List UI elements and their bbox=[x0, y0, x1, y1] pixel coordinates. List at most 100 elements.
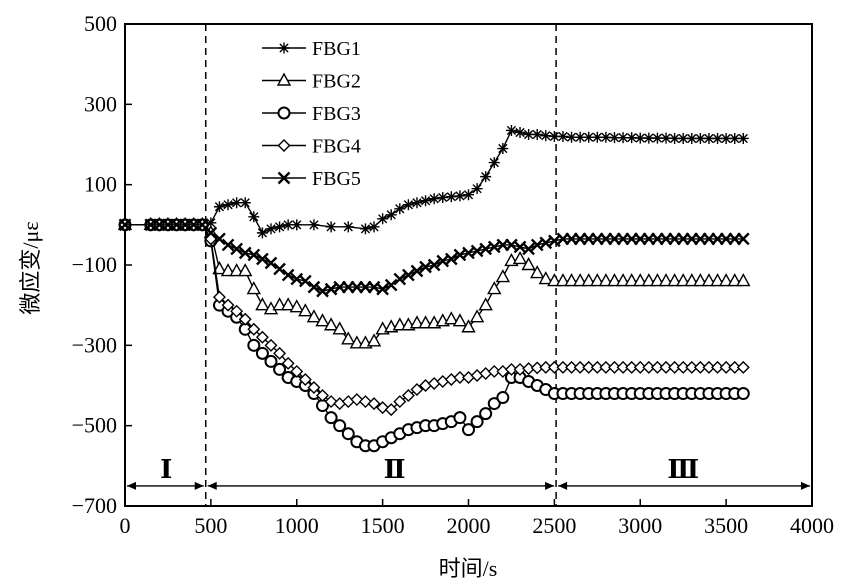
x-tick-label: 3000 bbox=[618, 513, 662, 538]
marker-x bbox=[402, 268, 415, 282]
marker-circle bbox=[479, 407, 493, 421]
marker-x bbox=[230, 242, 243, 256]
marker-x bbox=[307, 280, 321, 294]
marker-asterisk bbox=[411, 197, 423, 209]
marker-asterisk bbox=[265, 223, 277, 235]
series-fbg3 bbox=[118, 218, 750, 453]
marker-asterisk bbox=[669, 132, 681, 144]
phase-label: Ⅰ bbox=[160, 455, 172, 484]
legend-item: FBG2 bbox=[262, 71, 361, 93]
x-tick-label: 3500 bbox=[704, 513, 748, 538]
marker-diamond bbox=[341, 395, 355, 409]
axes: 0 500 1000 1500 2000 2500 3000 3500 4000 500 300 10… bbox=[72, 11, 834, 538]
marker-circle bbox=[273, 362, 287, 376]
marker-diamond bbox=[711, 360, 725, 374]
marker-x bbox=[736, 232, 750, 246]
marker-diamond bbox=[633, 360, 647, 374]
marker-triangle bbox=[289, 299, 304, 313]
marker-asterisk bbox=[531, 128, 543, 140]
legend-item: FBG3 bbox=[262, 103, 361, 125]
marker-asterisk bbox=[428, 193, 440, 205]
marker-circle bbox=[333, 419, 347, 433]
marker-diamond bbox=[650, 360, 664, 374]
marker-circle bbox=[462, 423, 475, 437]
marker-diamond bbox=[616, 360, 630, 374]
marker-asterisk bbox=[445, 191, 457, 203]
marker-triangle bbox=[676, 273, 691, 287]
arrow-head bbox=[545, 481, 555, 490]
marker-asterisk bbox=[634, 132, 646, 144]
marker-asterisk bbox=[729, 132, 741, 144]
series-fbg1 bbox=[119, 124, 749, 239]
marker-triangle bbox=[650, 273, 665, 287]
marker-asterisk bbox=[308, 219, 320, 231]
marker-diamond bbox=[599, 360, 613, 374]
marker-triangle bbox=[564, 273, 579, 287]
marker-x bbox=[264, 256, 278, 270]
marker-asterisk bbox=[574, 131, 586, 143]
marker-circle bbox=[736, 387, 750, 401]
marker-triangle bbox=[590, 273, 605, 287]
marker-triangle bbox=[607, 273, 622, 287]
marker-x bbox=[281, 268, 295, 282]
marker-triangle bbox=[332, 321, 347, 335]
marker-diamond bbox=[298, 372, 312, 386]
marker-asterisk bbox=[591, 131, 603, 143]
marker-diamond bbox=[642, 360, 656, 374]
marker-x bbox=[393, 272, 407, 286]
marker-triangle bbox=[229, 263, 244, 277]
marker-asterisk bbox=[488, 157, 500, 169]
marker-asterisk bbox=[505, 124, 517, 136]
marker-diamond bbox=[333, 397, 347, 411]
marker-asterisk bbox=[325, 221, 337, 233]
marker-triangle bbox=[272, 297, 287, 311]
marker-asterisk bbox=[213, 201, 225, 213]
marker-x bbox=[277, 171, 291, 185]
marker-triangle bbox=[667, 273, 682, 287]
series-line bbox=[125, 224, 744, 447]
x-tick-label: 500 bbox=[194, 513, 227, 538]
marker-diamond bbox=[358, 395, 372, 409]
y-tick-label: −300 bbox=[72, 332, 117, 357]
marker-asterisk bbox=[720, 132, 732, 144]
marker-triangle bbox=[641, 273, 657, 287]
marker-asterisk bbox=[282, 219, 294, 231]
marker-x bbox=[256, 252, 269, 266]
marker-diamond bbox=[728, 360, 742, 374]
marker-triangle bbox=[684, 273, 699, 287]
marker-circle bbox=[496, 391, 510, 405]
marker-triangle bbox=[538, 271, 553, 285]
marker-asterisk bbox=[651, 132, 663, 144]
marker-diamond bbox=[247, 322, 261, 336]
marker-asterisk bbox=[248, 211, 260, 223]
marker-asterisk bbox=[677, 132, 689, 144]
y-tick-label: 300 bbox=[84, 91, 117, 116]
marker-asterisk bbox=[463, 189, 474, 201]
marker-triangle bbox=[366, 333, 382, 347]
legend-label: FBG4 bbox=[312, 136, 361, 158]
marker-diamond bbox=[462, 370, 475, 384]
marker-asterisk bbox=[205, 217, 217, 229]
marker-triangle bbox=[615, 273, 631, 287]
marker-asterisk bbox=[608, 132, 620, 144]
marker-asterisk bbox=[643, 132, 655, 144]
arrow-head bbox=[801, 481, 810, 490]
marker-diamond bbox=[736, 360, 750, 374]
marker-triangle bbox=[555, 273, 571, 287]
marker-diamond bbox=[547, 360, 561, 374]
phase-label: Ⅲ bbox=[667, 455, 699, 484]
arrow-head bbox=[207, 481, 217, 490]
marker-x bbox=[204, 226, 218, 240]
marker-triangle bbox=[392, 317, 407, 331]
marker-asterisk bbox=[222, 199, 234, 211]
marker-triangle bbox=[409, 315, 425, 329]
marker-triangle bbox=[461, 319, 476, 333]
marker-diamond bbox=[436, 374, 450, 388]
x-tick-label: 2000 bbox=[447, 513, 491, 538]
marker-diamond bbox=[659, 360, 673, 374]
marker-diamond bbox=[230, 304, 244, 318]
y-tick-label: 500 bbox=[84, 11, 117, 36]
marker-triangle bbox=[323, 317, 339, 331]
marker-diamond bbox=[582, 360, 596, 374]
